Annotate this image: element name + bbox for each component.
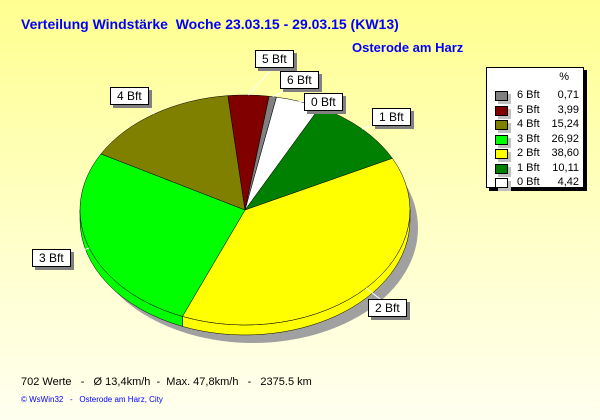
slice-label: 1 Bft <box>372 108 411 126</box>
legend: % 6 Bft 0,71 5 Bft 3,99 4 Bft 15,24 3 Bf… <box>486 67 584 188</box>
legend-label: 0 Bft <box>517 176 540 188</box>
pie-slice-3-bft <box>79 153 246 317</box>
slice-label: 4 Bft <box>110 87 149 105</box>
legend-swatch <box>495 178 508 188</box>
location-subtitle: Osterode am Harz <box>352 40 464 55</box>
legend-swatch <box>495 149 508 159</box>
legend-swatch <box>495 105 508 116</box>
legend-header: % <box>559 71 569 83</box>
summary-footer: 702 Werte - Ø 13,4km/h - Max. 47,8km/h -… <box>21 376 312 388</box>
slice-label: 3 Bft <box>32 249 71 267</box>
pie-slice-2-bft <box>182 158 411 326</box>
legend-entry: 3 Bft 26,92 <box>495 133 579 146</box>
slice-label: 0 Bft <box>304 93 343 111</box>
legend-entry: 1 Bft 10,11 <box>495 162 579 175</box>
legend-entry: 5 Bft 3,99 <box>495 104 579 117</box>
legend-label: 6 Bft <box>517 89 540 101</box>
slice-label: 5 Bft <box>255 50 294 68</box>
legend-label: 4 Bft <box>517 118 540 130</box>
chart-title: Verteilung Windstärke Woche 23.03.15 - 2… <box>21 16 399 32</box>
legend-value: 10,11 <box>552 161 579 174</box>
pie-slice-4-bft <box>100 95 246 211</box>
legend-label: 1 Bft <box>517 161 540 174</box>
legend-entry: 4 Bft 15,24 <box>495 118 579 131</box>
legend-entry: 6 Bft 0,71 <box>495 89 579 102</box>
slice-label: 2 Bft <box>368 299 407 317</box>
legend-swatch <box>495 91 508 101</box>
legend-value: 38,60 <box>551 147 579 159</box>
copyright: © WsWin32 - Osterode am Harz, City <box>21 395 163 404</box>
legend-swatch <box>495 120 508 130</box>
legend-label: 5 Bft <box>517 103 540 116</box>
legend-value: 0,71 <box>557 89 579 101</box>
legend-value: 3,99 <box>557 103 579 116</box>
legend-swatch <box>495 163 508 174</box>
slice-label: 6 Bft <box>280 71 319 89</box>
legend-label: 2 Bft <box>517 147 540 159</box>
legend-entry: 2 Bft 38,60 <box>495 147 579 160</box>
pie-slice-6-bft <box>244 95 277 211</box>
legend-value: 4,42 <box>557 176 579 188</box>
legend-value: 26,92 <box>551 132 579 145</box>
legend-label: 3 Bft <box>517 132 540 145</box>
legend-swatch <box>495 134 508 145</box>
legend-entry: 0 Bft 4,42 <box>495 176 579 189</box>
legend-value: 15,24 <box>551 118 579 130</box>
